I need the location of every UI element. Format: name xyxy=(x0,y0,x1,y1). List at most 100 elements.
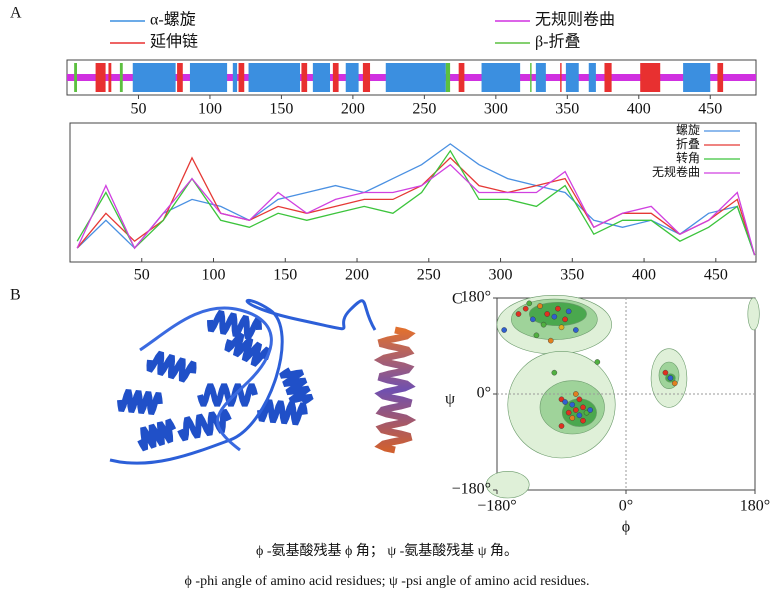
y-tick-label: 0° xyxy=(477,385,491,402)
structure-segment xyxy=(120,63,123,92)
density-region xyxy=(486,471,529,498)
x-axis-label: ϕ xyxy=(622,519,630,536)
x-tick-label: 150 xyxy=(269,101,293,118)
residue-point xyxy=(545,311,550,316)
structure-segment xyxy=(239,63,245,92)
x-tick-label: 450 xyxy=(698,101,722,118)
plot-frame xyxy=(70,123,756,262)
x-tick-label: 100 xyxy=(202,267,226,284)
residue-point xyxy=(555,306,560,311)
helix xyxy=(210,313,259,336)
residue-point xyxy=(527,301,532,306)
structure-segment xyxy=(301,63,307,92)
residue-point xyxy=(570,415,575,420)
residue-point xyxy=(577,397,582,402)
structure-segment xyxy=(177,63,183,92)
structure-segment xyxy=(249,63,300,92)
x-tick-label: 350 xyxy=(555,101,579,118)
density-region xyxy=(748,298,759,330)
residue-point xyxy=(566,309,571,314)
x-tick-label: 300 xyxy=(489,267,513,284)
x-tick-label: 350 xyxy=(560,267,584,284)
x-tick-label: 200 xyxy=(345,267,369,284)
residue-point xyxy=(559,325,564,330)
residue-point xyxy=(570,402,575,407)
residue-point xyxy=(663,370,668,375)
structure-segment xyxy=(566,63,579,92)
structure-segment xyxy=(333,63,339,92)
helix xyxy=(283,370,310,403)
structure-segment xyxy=(96,63,106,92)
helix xyxy=(120,392,160,412)
structure-segment xyxy=(530,63,531,92)
residue-point xyxy=(562,317,567,322)
residue-point xyxy=(573,391,578,396)
residue-point xyxy=(588,407,593,412)
residue-point xyxy=(552,314,557,319)
structure-segment xyxy=(190,63,227,92)
structure-segment xyxy=(446,63,450,92)
x-tick-label: −180° xyxy=(477,498,516,515)
caption: ϕ -phi angle of amino acid residues; ψ -… xyxy=(185,574,590,589)
structure-segment xyxy=(363,63,370,92)
x-tick-label: 180° xyxy=(740,498,770,515)
legend-label: α-螺旋 xyxy=(150,11,196,29)
residue-point xyxy=(562,399,567,404)
legend-label: 折叠 xyxy=(676,136,700,151)
residue-point xyxy=(502,327,507,332)
residue-point xyxy=(580,405,585,410)
x-tick-label: 150 xyxy=(273,267,297,284)
structure-segment xyxy=(133,63,176,92)
residue-point xyxy=(580,418,585,423)
residue-point xyxy=(573,407,578,412)
structure-segment xyxy=(459,63,465,92)
panel-label: B xyxy=(10,287,21,304)
y-tick-label: 180° xyxy=(461,289,491,306)
x-tick-label: 400 xyxy=(627,101,651,118)
helix xyxy=(228,336,268,364)
structure-segment xyxy=(108,63,111,92)
structure-segment xyxy=(233,63,237,92)
structure-segment xyxy=(346,63,359,92)
structure-segment xyxy=(74,63,77,92)
residue-point xyxy=(541,322,546,327)
x-tick-label: 50 xyxy=(134,267,150,284)
x-tick-label: 250 xyxy=(417,267,441,284)
structure-segment xyxy=(640,63,660,92)
residue-point xyxy=(516,311,521,316)
x-tick-label: 200 xyxy=(341,101,365,118)
caption: ϕ -氨基酸残基 ϕ 角； ψ -氨基酸残基 ψ 角。 xyxy=(256,542,518,559)
helix xyxy=(140,422,173,448)
residue-point xyxy=(566,410,571,415)
legend-label: β-折叠 xyxy=(535,33,580,51)
protein-structure xyxy=(110,300,409,463)
x-tick-label: 50 xyxy=(130,101,146,118)
panel-label: A xyxy=(10,5,22,22)
legend-label: 螺旋 xyxy=(676,123,700,137)
helix xyxy=(260,402,305,422)
legend-label: 无规则卷曲 xyxy=(535,11,615,29)
x-tick-label: 250 xyxy=(412,101,436,118)
legend-label: 转角 xyxy=(676,150,700,165)
x-tick-label: 400 xyxy=(632,267,656,284)
long-helix xyxy=(381,330,409,450)
residue-point xyxy=(595,359,600,364)
residue-point xyxy=(668,375,673,380)
x-tick-label: 300 xyxy=(484,101,508,118)
residue-point xyxy=(573,327,578,332)
structure-segment xyxy=(683,63,710,92)
legend-label: 无规卷曲 xyxy=(652,164,700,179)
residue-point xyxy=(577,413,582,418)
residue-point xyxy=(534,333,539,338)
figure: A B C ϕ -氨基酸残基 ϕ 角； ψ -氨基酸残基 ψ 角。 ϕ -phi… xyxy=(0,0,775,597)
structure-segment xyxy=(560,63,561,92)
residue-point xyxy=(530,317,535,322)
residue-point xyxy=(672,381,677,386)
x-tick-label: 450 xyxy=(704,267,728,284)
helix xyxy=(150,354,194,379)
structure-segment xyxy=(386,63,446,92)
structure-segment xyxy=(536,63,546,92)
structure-segment xyxy=(313,63,330,92)
residue-point xyxy=(548,338,553,343)
structure-segment xyxy=(604,63,611,92)
